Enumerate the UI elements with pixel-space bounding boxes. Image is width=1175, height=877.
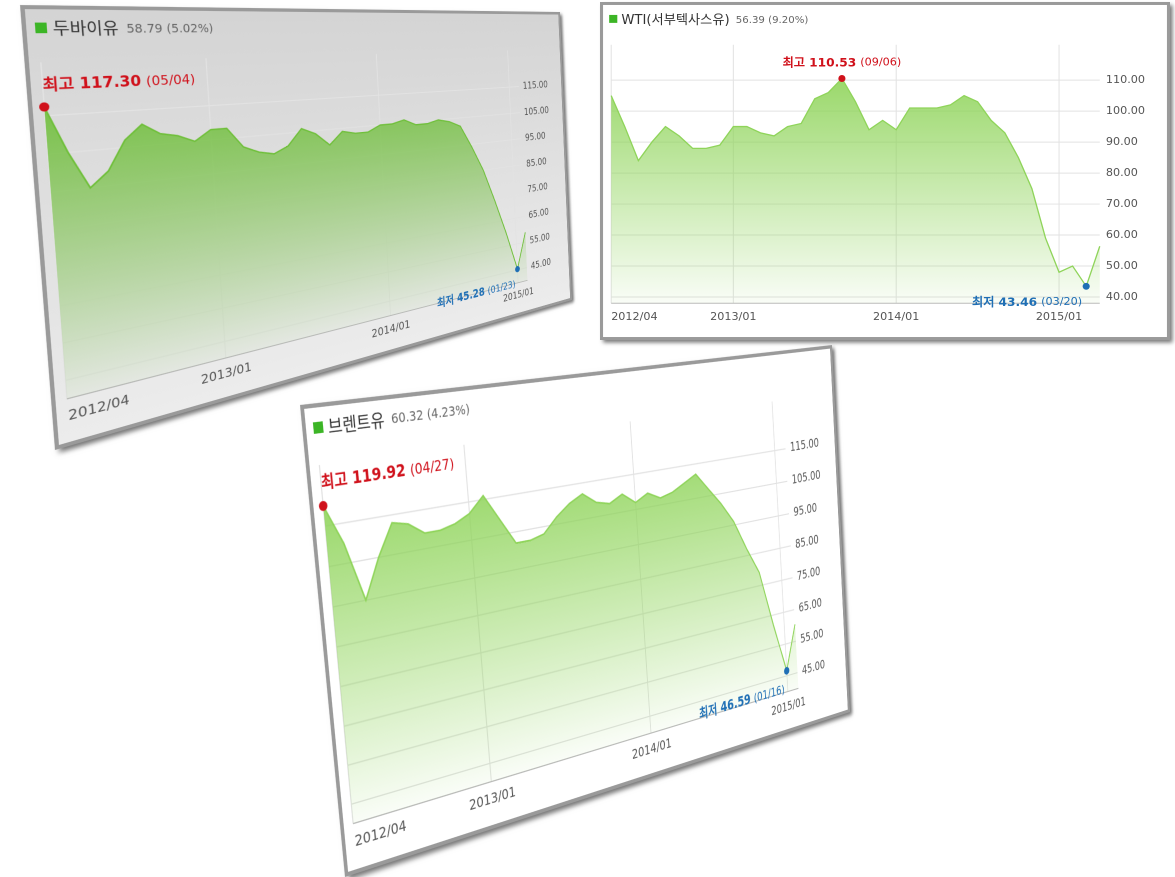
y-tick-label: 115.00 (790, 435, 819, 454)
x-tick-label: 2013/01 (710, 310, 756, 323)
y-tick-label: 50.00 (1106, 259, 1138, 272)
y-tick-label: 105.00 (791, 467, 820, 487)
chart-title: 브렌트유 (327, 410, 385, 438)
legend-swatch (609, 15, 617, 23)
chart-header: WTI(서부텍사스유) 56.39 (9.20%) (621, 12, 808, 27)
chart-subtitle: 58.79 (5.02%) (126, 22, 214, 36)
annotation-value: 43.46 (999, 295, 1038, 309)
y-tick-label: 105.00 (524, 104, 549, 118)
annotation-dot (838, 75, 845, 82)
y-tick-label: 100.00 (1106, 104, 1145, 117)
annotation-label: 최고 (320, 470, 348, 493)
chart-header: 브렌트유 60.32 (4.23%) (327, 400, 470, 438)
x-tick-label: 2012/04 (611, 310, 657, 323)
x-tick-label: 2014/01 (631, 735, 672, 763)
annotation-dot (39, 102, 50, 112)
area (323, 433, 798, 824)
y-tick-label: 85.00 (795, 532, 819, 552)
annotation-dot (1083, 283, 1090, 290)
y-tick-label: 80.00 (1106, 166, 1138, 179)
annotation-date: (04/27) (409, 454, 455, 478)
chart-header: 두바이유 58.79 (5.02%) (52, 19, 214, 39)
annotation: 최저 43.46 (03/20) (972, 294, 1082, 309)
y-tick-label: 115.00 (522, 78, 547, 91)
chart-title: 두바이유 (52, 19, 119, 39)
annotation-dot (319, 500, 328, 511)
annotation-value: 119.92 (351, 461, 406, 488)
chart: WTI(서부텍사스유) 56.39 (9.20%) 40.00 50.00 60.00 7… (603, 5, 1167, 337)
chart-title: WTI(서부텍사스유) (621, 12, 729, 27)
x-tick-label: 2014/01 (873, 310, 919, 323)
annotation-date: (05/04) (146, 71, 196, 89)
y-tick-label: 95.00 (525, 130, 546, 144)
x-tick-label: 2013/01 (469, 783, 517, 814)
annotation: 최고 110.53 (09/06) (783, 54, 902, 69)
page: 두바이유 58.79 (5.02%) 45.00 55.00 65.00 75.00 85.… (0, 0, 1175, 877)
annotation-label: 최고 (783, 54, 805, 69)
annotation: 최고 119.92 (04/27) (320, 454, 455, 493)
chart-panel: 브렌트유 60.32 (4.23%) 45.00 55.00 65.00 75.00 85.… (300, 345, 850, 877)
x-tick-label: 2012/04 (354, 817, 407, 850)
y-tick-label: 55.00 (800, 626, 824, 646)
annotation-label: 최저 (972, 294, 994, 309)
y-tick-label: 65.00 (798, 595, 822, 615)
chart: 두바이유 58.79 (5.02%) 45.00 55.00 65.00 75.00 85.… (25, 9, 570, 445)
area (611, 78, 1100, 303)
annotation-date: (09/06) (860, 56, 901, 69)
annotation-label: 최고 (42, 76, 75, 95)
annotation-value: 117.30 (79, 73, 142, 93)
y-tick-label: 45.00 (531, 256, 552, 272)
y-tick-label: 75.00 (527, 180, 548, 195)
chart: 브렌트유 60.32 (4.23%) 45.00 55.00 65.00 75.00 85.… (304, 349, 848, 872)
legend-swatch (313, 421, 324, 434)
y-tick-label: 75.00 (797, 563, 821, 583)
y-tick-label: 40.00 (1106, 290, 1138, 303)
y-tick-label: 85.00 (526, 155, 547, 169)
y-tick-label: 90.00 (1106, 135, 1138, 148)
x-tick-label: 2014/01 (371, 317, 410, 340)
chart-subtitle: 56.39 (9.20%) (736, 15, 809, 26)
chart-panel: WTI(서부텍사스유) 56.39 (9.20%) 40.00 50.00 60.00 7… (600, 2, 1170, 340)
area (44, 81, 527, 399)
annotation-value: 110.53 (809, 55, 856, 69)
annotation: 최고 117.30 (05/04) (42, 71, 196, 95)
x-tick-label: 2015/01 (1036, 310, 1082, 323)
annotation-label: 최저 (437, 293, 455, 310)
y-tick-label: 95.00 (793, 500, 817, 519)
legend-swatch (35, 23, 48, 34)
y-tick-label: 55.00 (529, 231, 550, 247)
y-tick-label: 65.00 (528, 205, 549, 220)
y-tick-label: 45.00 (802, 657, 826, 678)
chart-subtitle: 60.32 (4.23%) (391, 402, 471, 428)
y-tick-label: 70.00 (1106, 197, 1138, 210)
y-tick-label: 110.00 (1106, 73, 1145, 86)
annotation-date: (03/20) (1041, 295, 1082, 308)
x-tick-label: 2013/01 (200, 359, 252, 388)
y-tick-label: 60.00 (1106, 228, 1138, 241)
